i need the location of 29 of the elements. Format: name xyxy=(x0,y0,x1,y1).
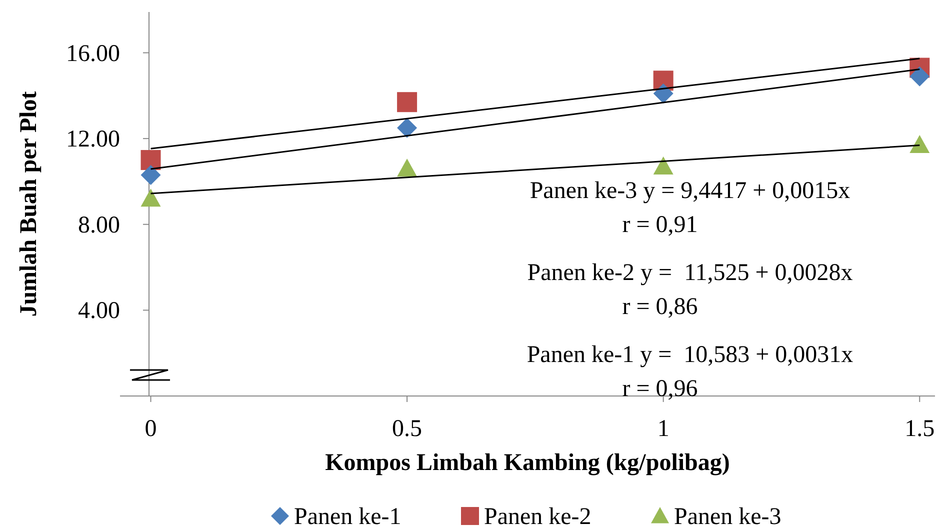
point xyxy=(140,188,161,207)
point xyxy=(397,92,418,112)
point xyxy=(397,118,418,138)
point xyxy=(910,66,930,86)
y-tick-label: 8.00 xyxy=(78,212,120,238)
x-tick-label: 0.5 xyxy=(392,416,422,442)
legend-label: Panen ke-1 xyxy=(294,504,402,530)
y-tick-label: 16.00 xyxy=(66,40,120,67)
x-tick-label: 1.5 xyxy=(904,416,935,442)
point xyxy=(397,158,418,177)
legend-label: Panen ke-2 xyxy=(484,504,592,530)
y-tick-label: 12.00 xyxy=(66,126,120,153)
point xyxy=(140,165,161,186)
annotation: r = 0,91 xyxy=(622,212,698,238)
point xyxy=(653,84,674,104)
x-tick-label: 1 xyxy=(657,416,670,442)
annotation: r = 0,86 xyxy=(622,294,698,320)
x-axis-title: Kompos Limbah Kambing (kg/polibag) xyxy=(325,450,730,476)
x-tick-label: 0 xyxy=(144,416,157,442)
annotation: r = 0,96 xyxy=(622,376,698,402)
annotation: Panen ke-1 y = 10,583 + 0,0031x xyxy=(526,342,854,368)
legend-label: Panen ke-3 xyxy=(674,504,782,530)
point xyxy=(910,135,930,154)
annotation: Panen ke-3 y = 9,4417 + 0,0015x xyxy=(530,178,850,204)
y-axis-title: Jumlah Buah per Plot xyxy=(16,91,42,317)
point xyxy=(653,156,674,174)
annotation: Panen ke-2 y = 11,525 + 0,0028x xyxy=(527,260,853,286)
y-tick-label: 4.00 xyxy=(78,298,120,324)
point xyxy=(140,150,161,170)
